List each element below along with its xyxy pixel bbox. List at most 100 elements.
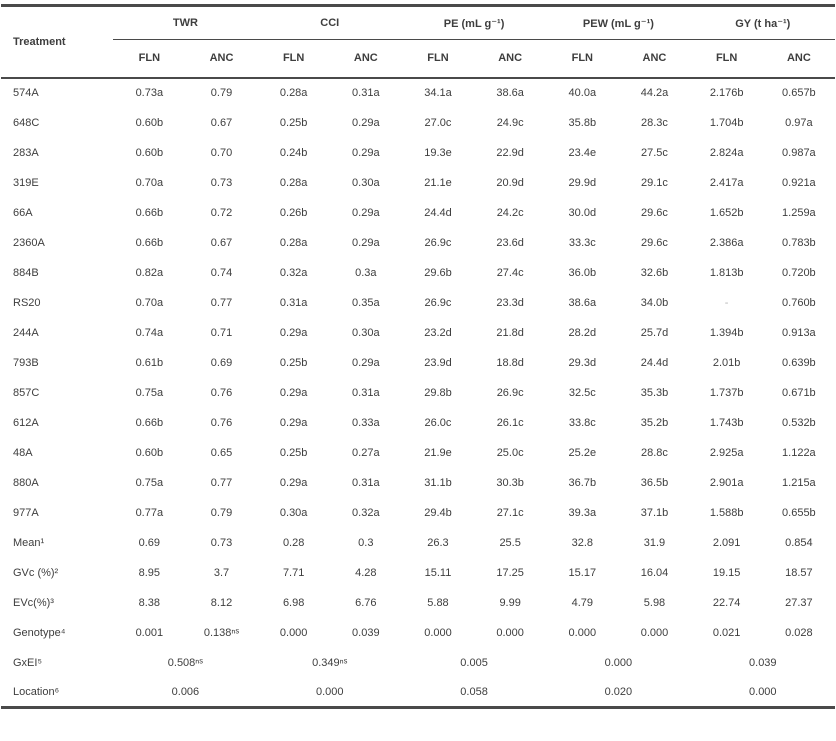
group-header-gy: GY (t ha⁻¹) <box>690 5 835 40</box>
treatment-cell: 283A <box>13 146 39 159</box>
treatment-cell: 648C <box>13 116 40 129</box>
value-cell: 0.000 <box>279 626 308 639</box>
table-row: RS20 0.70a 0.77 0.31a 0.35a 26.9c 23.3d 38.6a 34… <box>1 288 835 318</box>
value-cell: 18.8d <box>496 356 524 369</box>
value-cell: 0.138ⁿˢ <box>203 626 240 639</box>
value-cell: 7.71 <box>282 566 305 579</box>
value-cell: 6.98 <box>282 596 305 609</box>
table-row: Location⁶ 0.006 0.000 0.058 0.020 0.000 <box>1 678 835 708</box>
treatment-cell: RS20 <box>13 296 41 309</box>
value-cell: 0.854 <box>785 536 813 549</box>
value-cell: 0.76 <box>210 416 233 429</box>
table-row: EVc(%)³ 8.38 8.12 6.98 6.76 5.88 9.99 4.79 5.98 2… <box>1 588 835 618</box>
value-cell: 35.3b <box>640 386 669 399</box>
value-cell: 26.9c <box>424 296 452 309</box>
value-cell: 0.76 <box>210 386 233 399</box>
value-cell: 0.25b <box>279 356 308 369</box>
value-cell: 0.28a <box>279 87 308 99</box>
value-cell: 44.2a <box>640 87 669 99</box>
value-cell: 0.349ⁿˢ <box>312 656 348 669</box>
sub-header-row: FLN ANC FLN ANC FLN ANC FLN ANC FLN ANC <box>1 39 835 79</box>
value-cell: 0.760b <box>782 296 816 309</box>
table-row: 66A 0.66b 0.72 0.26b 0.29a 24.4d 24.2c 30.0d 29.… <box>1 198 835 228</box>
value-cell: 0.26b <box>279 206 308 219</box>
value-cell: 0.29a <box>279 326 308 339</box>
table-row: 574A 0.73a 0.79 0.28a 0.31a 34.1a 38.6a 40.0a 44… <box>1 78 835 108</box>
value-cell: 26.3 <box>427 536 449 549</box>
value-cell: 24.4d <box>424 206 452 219</box>
value-cell: 0.29a <box>352 146 380 159</box>
value-cell: 0.24b <box>279 146 308 159</box>
value-cell: 33.8c <box>568 416 596 429</box>
value-cell: 0.66b <box>135 236 164 249</box>
value-cell: 0.60b <box>135 146 164 159</box>
value-cell: 0.29a <box>352 236 380 249</box>
value-cell: 29.6c <box>641 206 668 219</box>
value-cell: 29.4b <box>424 506 452 519</box>
value-cell: 0.97a <box>785 116 813 129</box>
table-row: Genotype⁴ 0.001 0.138ⁿˢ 0.000 0.039 0.000 0.00… <box>1 618 835 648</box>
value-cell: 0.67 <box>210 236 233 249</box>
value-cell: 0.70a <box>135 176 164 189</box>
sub-header: ANC <box>185 39 258 79</box>
treatment-cell: GxEI⁵ <box>13 656 43 669</box>
value-cell: 37.1b <box>640 506 669 519</box>
value-cell: 6.76 <box>355 596 377 609</box>
group-header-twr: TWR <box>113 5 258 40</box>
value-cell: 4.79 <box>571 596 594 609</box>
table-row: 977A 0.77a 0.79 0.30a 0.32a 29.4b 27.1c 39.3a 37… <box>1 498 835 528</box>
value-cell: 32.8 <box>571 536 594 549</box>
value-cell: 0.001 <box>135 626 164 639</box>
value-cell: 8.38 <box>138 596 161 609</box>
value-cell: 29.6b <box>424 266 452 279</box>
value-cell: 36.0b <box>568 266 597 279</box>
table-row: 2360A 0.66b 0.67 0.28a 0.29a 26.9c 23.6d 33.3c 2… <box>1 228 835 258</box>
treatment-cell: Location⁶ <box>13 685 60 698</box>
table-row: GxEI⁵ 0.508ⁿˢ 0.349ⁿˢ 0.005 0.000 0.039 <box>1 648 835 678</box>
value-cell: 28.3c <box>641 116 668 129</box>
value-cell: 0.000 <box>496 626 524 639</box>
value-cell: 0.65 <box>210 446 233 459</box>
treatment-cell: Genotype⁴ <box>13 626 66 639</box>
value-cell: 0.69 <box>138 536 161 549</box>
value-cell: 35.8b <box>568 116 597 129</box>
value-cell: 30.0d <box>568 206 597 219</box>
value-cell: 1.394b <box>709 326 744 339</box>
value-cell: 0.29a <box>279 386 308 399</box>
table-row: 793B 0.61b 0.69 0.25b 0.29a 23.9d 18.8d 29.3d 24… <box>1 348 835 378</box>
value-cell: 26.0c <box>424 416 452 429</box>
sub-header: FLN <box>257 39 330 79</box>
value-cell: 2.386a <box>709 236 744 249</box>
treatment-cell: 244A <box>13 326 39 339</box>
value-cell: 1.704b <box>709 116 744 129</box>
value-cell: 0.021 <box>712 626 741 639</box>
value-cell: 27.4c <box>496 266 524 279</box>
value-cell: 38.6a <box>496 87 524 99</box>
value-cell: 0.000 <box>568 626 597 639</box>
value-cell: 0.000 <box>749 685 777 698</box>
value-cell: 0.783b <box>782 236 816 249</box>
value-cell: 0.028 <box>785 626 813 639</box>
value-cell: 0.30a <box>352 326 380 339</box>
value-cell: 29.9d <box>568 176 597 189</box>
value-cell: 25.7d <box>640 326 669 339</box>
value-cell: 30.3b <box>496 476 524 489</box>
value-cell: 0.039 <box>749 656 777 669</box>
value-cell: 27.5c <box>641 146 668 159</box>
value-cell: 1.652b <box>709 206 744 219</box>
value-cell: 3.7 <box>213 566 230 579</box>
value-cell: 0.61b <box>135 356 164 369</box>
value-cell: 0.32a <box>279 266 308 279</box>
value-cell: 25.5 <box>499 536 521 549</box>
table-row: 880A 0.75a 0.77 0.29a 0.31a 31.1b 30.3b 36.7b 36… <box>1 468 835 498</box>
value-cell: 0.058 <box>460 685 488 698</box>
value-cell: 39.3a <box>568 506 597 519</box>
value-cell: 31.1b <box>424 476 452 489</box>
value-cell: 32.5c <box>568 386 596 399</box>
value-cell: 29.6c <box>641 236 668 249</box>
results-table: Treatment TWR CCI PE (mL g⁻¹) PEW (mL g⁻… <box>1 4 835 709</box>
value-cell: 1.122a <box>782 446 816 459</box>
value-cell: 0.29a <box>352 116 380 129</box>
value-cell: 2.01b <box>712 356 741 369</box>
value-cell: 0.77 <box>210 476 233 489</box>
